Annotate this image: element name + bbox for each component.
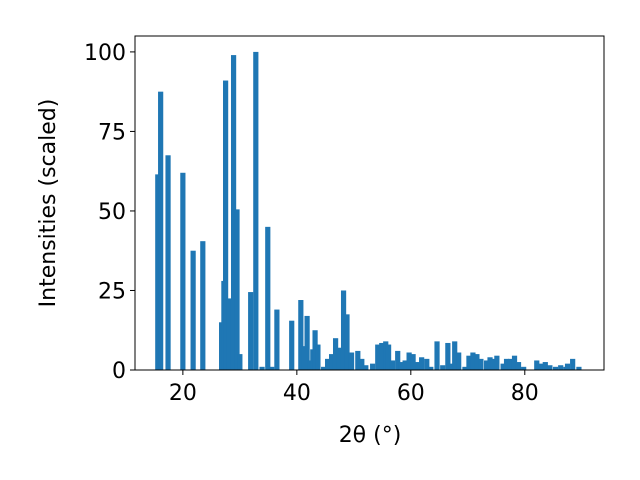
bar <box>237 354 243 370</box>
bar <box>307 360 313 370</box>
bar <box>200 241 206 370</box>
bar <box>359 358 365 370</box>
bar <box>165 155 171 370</box>
bar <box>190 250 196 370</box>
bar <box>570 358 576 370</box>
plot-frame <box>134 35 605 371</box>
bar <box>428 366 434 370</box>
bar <box>375 344 381 370</box>
bar <box>503 358 510 370</box>
bar <box>419 357 425 370</box>
bar <box>398 362 404 370</box>
bar <box>248 292 254 370</box>
bar <box>558 365 564 370</box>
x-tick-label: 60 <box>397 381 425 406</box>
bar <box>259 366 265 370</box>
bar <box>155 174 161 370</box>
bar <box>564 363 571 370</box>
bar <box>487 357 493 370</box>
bar <box>329 354 335 370</box>
bar <box>415 362 421 370</box>
bar <box>456 352 462 370</box>
bar <box>289 320 295 370</box>
bar <box>440 365 446 370</box>
bar <box>515 362 522 370</box>
bar <box>402 360 408 370</box>
bar <box>269 366 275 370</box>
bar <box>274 309 280 370</box>
bar <box>230 55 237 370</box>
bar <box>344 314 350 370</box>
bar <box>348 352 355 370</box>
x-axis-label: 2θ (°) <box>339 423 402 448</box>
bar <box>332 338 339 370</box>
bar <box>379 342 385 370</box>
bar <box>395 350 401 370</box>
bar <box>547 365 553 370</box>
bar <box>340 290 347 370</box>
y-tick-label: 50 <box>98 200 126 225</box>
bar <box>470 352 476 370</box>
bar <box>363 365 369 370</box>
x-tick-label: 80 <box>511 381 539 406</box>
bar <box>542 362 548 370</box>
y-tick-label: 0 <box>112 359 126 384</box>
x-tick-label: 20 <box>169 381 197 406</box>
bar <box>538 363 544 370</box>
bar <box>312 330 318 370</box>
bar <box>301 346 307 370</box>
bar <box>298 300 304 370</box>
bar <box>490 358 496 370</box>
bar <box>494 355 500 370</box>
bar <box>500 363 506 370</box>
bar <box>406 352 412 370</box>
bar <box>484 360 490 370</box>
bar <box>385 344 392 370</box>
bar <box>434 341 440 370</box>
bar <box>410 354 416 370</box>
bar <box>321 366 327 370</box>
bar <box>383 341 389 370</box>
bar <box>445 342 451 370</box>
y-tick-label: 25 <box>98 279 126 304</box>
bar <box>253 51 259 371</box>
bar <box>325 358 331 370</box>
bar <box>534 360 540 370</box>
bar <box>180 172 186 370</box>
bar <box>223 80 229 371</box>
y-tick-label: 75 <box>98 120 126 145</box>
bar <box>466 355 472 370</box>
bar <box>315 344 321 370</box>
y-axis-label: Intensities (scaled) <box>36 99 61 308</box>
bar <box>336 347 342 370</box>
x-tick-label: 40 <box>283 381 311 406</box>
bar <box>355 350 361 370</box>
bar <box>576 366 582 370</box>
bar <box>265 226 271 370</box>
bar <box>389 360 396 370</box>
bar <box>234 209 240 370</box>
bar <box>370 363 376 370</box>
bar <box>511 355 518 370</box>
bar <box>448 363 454 370</box>
bar <box>474 354 480 370</box>
bar <box>158 91 164 371</box>
bar <box>521 366 527 370</box>
bar <box>552 366 559 370</box>
bar <box>424 358 430 370</box>
bar <box>226 298 232 370</box>
bar <box>478 358 484 370</box>
bar <box>304 315 310 370</box>
bar <box>462 366 468 370</box>
bar <box>452 341 458 370</box>
bar <box>507 358 514 370</box>
y-tick-label: 100 <box>84 41 126 66</box>
